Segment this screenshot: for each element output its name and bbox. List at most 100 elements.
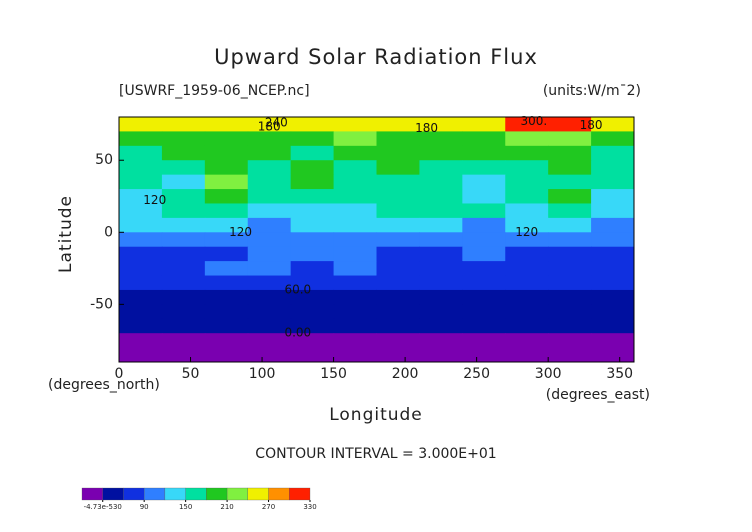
cell — [204, 203, 249, 219]
cell — [548, 246, 592, 262]
cell — [505, 217, 549, 233]
cell — [505, 117, 549, 132]
colorbar-block — [247, 487, 269, 501]
contour-label: 60.0 — [284, 282, 311, 296]
cell — [419, 217, 463, 233]
cell — [419, 246, 463, 262]
cell — [247, 117, 292, 132]
cell — [376, 160, 420, 176]
colorbar-block — [206, 487, 228, 501]
cell — [591, 261, 635, 277]
cell — [290, 261, 335, 277]
cell — [419, 145, 463, 161]
x-unit-label: (degrees_east) — [546, 387, 650, 403]
cell — [247, 304, 292, 320]
cell — [290, 160, 335, 176]
cell — [119, 275, 163, 291]
colorbar-block — [102, 487, 124, 501]
colorbar-block — [144, 487, 166, 501]
cell — [505, 160, 549, 176]
cell — [204, 318, 249, 334]
cell — [333, 246, 377, 262]
cell — [247, 203, 292, 219]
cell — [548, 333, 592, 349]
cell — [333, 318, 377, 334]
cell — [462, 174, 506, 190]
cell — [462, 318, 506, 334]
cell — [376, 318, 420, 334]
cell — [333, 145, 377, 161]
cell — [548, 174, 592, 190]
cell — [119, 189, 163, 204]
contour-label: 0.00 — [284, 326, 311, 340]
colorbar-block — [226, 487, 248, 501]
cell — [591, 189, 635, 204]
cell — [247, 189, 292, 204]
contour-label: 180 — [415, 121, 438, 135]
cell — [247, 318, 292, 334]
cell — [290, 347, 335, 363]
cell — [204, 261, 249, 277]
cell — [376, 347, 420, 363]
cell — [462, 333, 506, 349]
colorbar-label: 270 — [262, 503, 275, 511]
cell — [161, 304, 206, 320]
x-tick-label: 300 — [535, 366, 562, 382]
cell — [591, 145, 635, 161]
x-axis-label: Longitude — [329, 405, 423, 425]
cell — [376, 174, 420, 190]
colorbar-block — [289, 487, 311, 501]
colorbar-label: 150 — [179, 503, 192, 511]
cell — [505, 131, 549, 147]
cell — [376, 203, 420, 219]
cell — [161, 145, 206, 161]
cell — [505, 232, 549, 248]
cell — [119, 203, 163, 219]
cell — [505, 275, 549, 291]
cell — [376, 246, 420, 262]
contour-label: 120 — [229, 225, 252, 239]
cell — [376, 289, 420, 305]
x-tick-label: 0 — [115, 366, 124, 382]
cell — [419, 275, 463, 291]
cell — [419, 131, 463, 147]
colorbar-label: 90 — [140, 503, 149, 511]
cell — [290, 275, 335, 291]
cell — [376, 232, 420, 248]
cell — [333, 117, 377, 132]
cell — [376, 275, 420, 291]
cell — [419, 347, 463, 363]
field — [119, 117, 635, 363]
cell — [161, 174, 206, 190]
cell — [505, 318, 549, 334]
colorbar-block — [123, 487, 145, 501]
cell — [333, 189, 377, 204]
cell — [591, 333, 635, 349]
plot-frame — [118, 116, 635, 363]
cell — [419, 189, 463, 204]
cell — [119, 261, 163, 277]
cell — [591, 232, 635, 248]
cell — [161, 160, 206, 176]
cell — [119, 217, 163, 233]
cell — [204, 289, 249, 305]
cell — [505, 261, 549, 277]
colorbar-block — [81, 487, 103, 501]
cell — [204, 131, 249, 147]
cell — [247, 160, 292, 176]
cell — [119, 347, 163, 363]
cell — [462, 203, 506, 219]
contour-label: 120 — [143, 193, 166, 207]
y-tick-label: 0 — [104, 224, 113, 240]
cell — [290, 232, 335, 248]
cell — [119, 131, 163, 147]
cell — [247, 275, 292, 291]
cell — [591, 174, 635, 190]
contour-label: 300. — [521, 114, 548, 128]
cell — [290, 174, 335, 190]
cell — [247, 145, 292, 161]
cell — [419, 318, 463, 334]
cell — [419, 333, 463, 349]
cell — [290, 217, 335, 233]
